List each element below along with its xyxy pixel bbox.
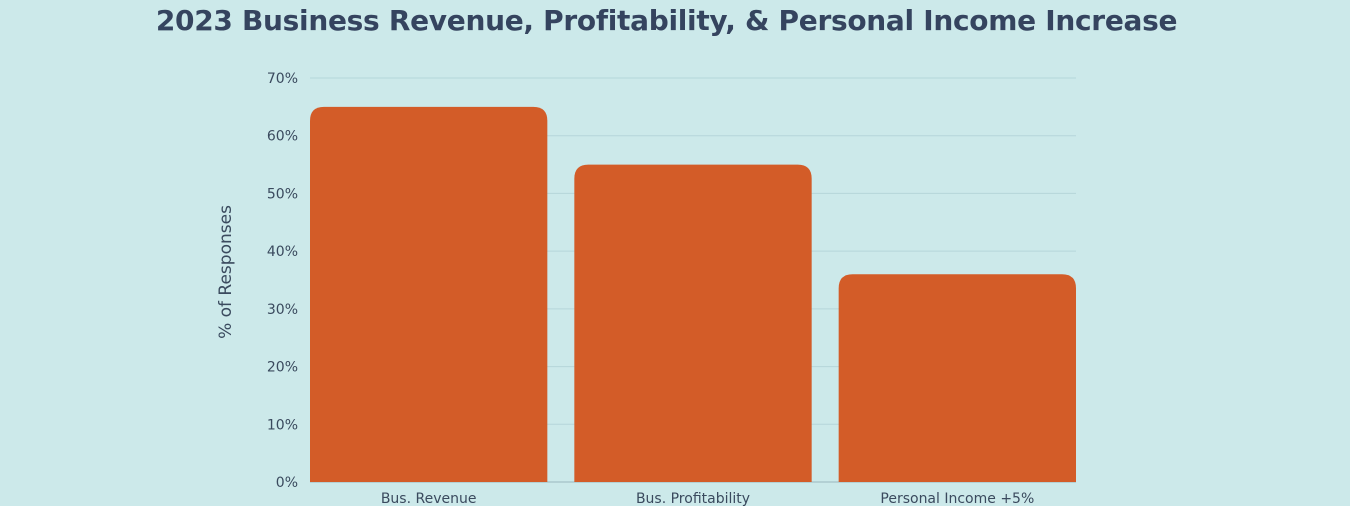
y-tick-label: 10% — [267, 417, 298, 433]
bars — [310, 106, 1076, 483]
bar — [574, 164, 812, 483]
x-axis-categories: Bus. Revenue Bus. Profitability Personal I… — [381, 491, 1034, 506]
x-category-label: Personal Income +5% — [880, 491, 1034, 506]
y-tick-label: 0% — [276, 475, 298, 491]
y-axis-ticks: 0% 10% 20% 30% 40% 50% 60% 70% — [267, 71, 298, 491]
y-tick-label: 50% — [267, 186, 298, 202]
x-category-label: Bus. Revenue — [381, 491, 477, 506]
chart-title: 2023 Business Revenue, Profitability, & … — [155, 4, 1178, 37]
y-tick-label: 30% — [267, 302, 298, 318]
x-category-label: Bus. Profitability — [636, 491, 750, 506]
y-tick-label: 40% — [267, 244, 298, 260]
y-tick-label: 70% — [267, 71, 298, 87]
y-tick-label: 60% — [267, 129, 298, 145]
bar — [310, 106, 548, 482]
bar — [838, 274, 1076, 482]
y-axis-title: % of Responses — [216, 205, 236, 339]
y-tick-label: 20% — [267, 360, 298, 376]
